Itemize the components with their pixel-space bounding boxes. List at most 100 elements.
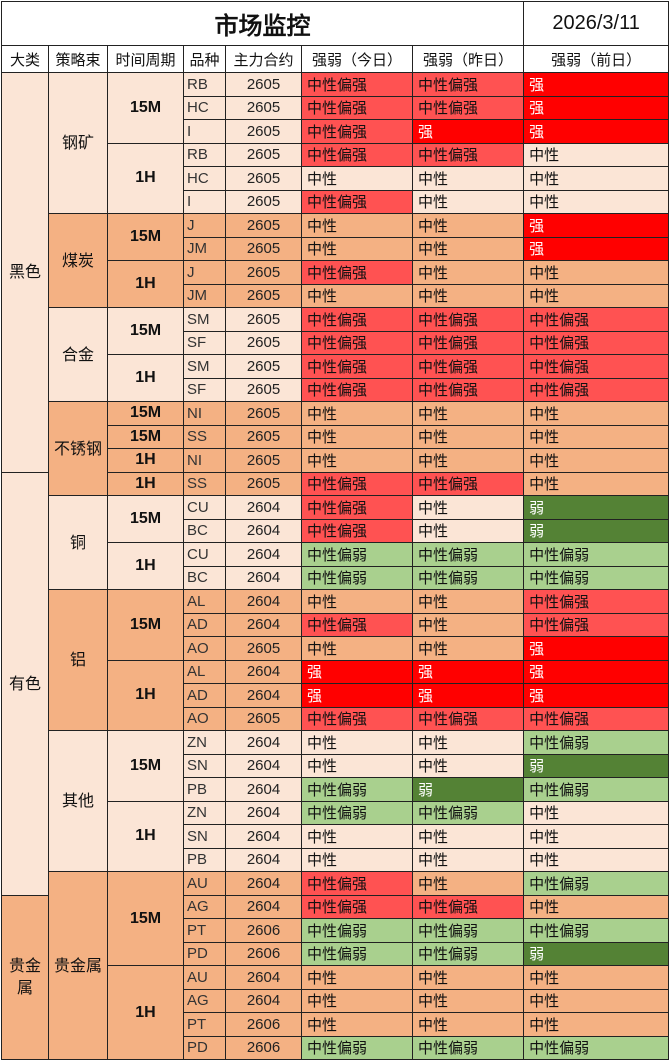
strength-today-cell: 中性偏强 (301, 142, 413, 167)
contract-cell: 2604 (225, 612, 302, 637)
category-cell: 贵金属 (1, 894, 49, 1060)
contract-cell: 2606 (225, 1012, 302, 1037)
strength-day-before-cell: 中性 (523, 1012, 669, 1037)
strength-yesterday-cell: 中性偏弱 (411, 941, 525, 966)
strength-yesterday-cell: 中性偏弱 (411, 918, 525, 943)
strength-day-before-cell: 中性 (523, 283, 669, 308)
strategy-cell: 煤炭 (48, 213, 108, 308)
strength-yesterday-cell: 强 (411, 683, 525, 708)
strength-day-before-cell: 中性偏强 (523, 377, 669, 402)
strength-today-cell: 中性偏弱 (301, 1035, 413, 1060)
variety-cell: AU (183, 965, 226, 990)
period-cell: 1H (107, 965, 184, 1060)
variety-cell: BC (183, 518, 226, 543)
strength-today-cell: 强 (301, 683, 413, 708)
strength-day-before-cell: 强 (523, 636, 669, 661)
variety-cell: PT (183, 918, 226, 943)
contract-cell: 2605 (225, 307, 302, 332)
strength-yesterday-cell: 中性偏弱 (411, 800, 525, 825)
contract-cell: 2604 (225, 495, 302, 520)
table-row: HC 2605 中性偏强 中性偏强强 (2, 95, 669, 120)
strength-day-before-cell: 中性 (523, 965, 669, 990)
strength-day-before-cell: 中性 (523, 166, 669, 191)
strength-yesterday-cell: 中性 (411, 988, 525, 1013)
contract-cell: 2604 (225, 824, 302, 849)
contract-cell: 2605 (225, 706, 302, 731)
strength-yesterday-cell: 中性 (411, 518, 525, 543)
strength-day-before-cell: 中性偏强 (523, 307, 669, 332)
strength-yesterday-cell: 中性 (411, 636, 525, 661)
strength-today-cell: 中性偏弱 (301, 777, 413, 802)
table-row: AD 2604 强强强 (2, 683, 669, 708)
variety-cell: CU (183, 495, 226, 520)
strength-yesterday-cell: 中性 (411, 847, 525, 872)
strength-day-before-cell: 中性 (523, 988, 669, 1013)
contract-cell: 2604 (225, 777, 302, 802)
header-day-before: 强弱（前日） (523, 45, 669, 73)
table-row: 1H AL 2604 强强强 (2, 659, 669, 731)
strength-day-before-cell: 强 (523, 683, 669, 708)
table-row: 1H NI 2605 中性 中性 中性 (2, 448, 669, 473)
variety-cell: AG (183, 894, 226, 919)
period-cell: 1H (107, 142, 184, 214)
strength-today-cell: 中性偏强 (301, 612, 413, 637)
contract-cell: 2605 (225, 471, 302, 496)
strength-today-cell: 中性偏强 (301, 330, 413, 355)
strength-today-cell: 中性 (301, 213, 413, 238)
contract-cell: 2605 (225, 424, 302, 449)
table-row: 1H ZN 2604 中性偏弱 中性偏弱 中性 (2, 800, 669, 872)
strength-day-before-cell: 弱 (523, 941, 669, 966)
strength-yesterday-cell: 中性偏强 (411, 706, 525, 731)
strength-day-before-cell: 中性 (523, 260, 669, 285)
variety-cell: JM (183, 283, 226, 308)
variety-cell: NI (183, 448, 226, 473)
table-row: HC 2605 中性 中性 中性 (2, 166, 669, 191)
table-row: SF 2605 中性偏强 中性偏强 中性偏强 (2, 330, 669, 355)
table-row: 贵金属 AG 2604 中性偏强 中性偏强 中性 (1, 894, 669, 1060)
table-row: PT 2606 中性 中性 中性 (2, 1012, 669, 1037)
contract-cell: 2604 (225, 542, 302, 567)
contract-cell: 2605 (225, 72, 302, 97)
strength-today-cell: 中性 (301, 283, 413, 308)
contract-cell: 2604 (225, 730, 302, 755)
variety-cell: CU (183, 542, 226, 567)
period-cell: 1H (107, 260, 184, 308)
strength-day-before-cell: 中性偏强 (523, 354, 669, 379)
variety-cell: HC (183, 95, 226, 120)
variety-cell: SF (183, 330, 226, 355)
table-row: 合金 15M SM 2605 中性偏强 中性偏强 中性偏强 (2, 307, 669, 402)
table-row: 其他 15M ZN 2604 中性 中性 中性偏弱 (2, 730, 669, 872)
strength-day-before-cell: 中性偏强 (523, 612, 669, 637)
contract-cell: 2604 (225, 871, 302, 896)
period-cell: 1H (107, 800, 184, 872)
strength-today-cell: 中性偏强 (301, 119, 413, 144)
strength-today-cell: 中性偏强 (301, 72, 413, 97)
variety-cell: I (183, 189, 226, 214)
strength-day-before-cell: 中性偏弱 (523, 730, 669, 755)
contract-cell: 2606 (225, 1035, 302, 1060)
variety-cell: AL (183, 659, 226, 684)
strength-yesterday-cell: 中性 (411, 965, 525, 990)
variety-cell: PD (183, 1035, 226, 1060)
header-category: 大类 (1, 45, 49, 73)
strength-yesterday-cell: 中性 (411, 753, 525, 778)
strength-day-before-cell: 中性偏弱 (523, 871, 669, 896)
contract-cell: 2604 (225, 894, 302, 919)
table-row: 1H RB 2605 中性偏强 中性偏强 中性 (2, 142, 669, 214)
strategy-cell: 贵金属 (48, 871, 108, 1060)
strategy-cell: 合金 (48, 307, 108, 402)
strength-yesterday-cell: 中性偏强 (411, 330, 525, 355)
strength-today-cell: 中性 (301, 824, 413, 849)
sheet-title: 市场监控 (0, 1, 525, 46)
sheet-date: 2026/3/11 (523, 1, 669, 46)
contract-cell: 2605 (225, 448, 302, 473)
variety-cell: BC (183, 565, 226, 590)
table-row: 黑色 钢矿 15M RB 2605 中性偏强 中性偏强强 (1, 72, 669, 473)
strength-day-before-cell: 强 (523, 213, 669, 238)
period-cell: 1H (107, 448, 184, 473)
strength-day-before-cell: 弱 (523, 518, 669, 543)
strength-yesterday-cell: 中性 (411, 448, 525, 473)
strength-today-cell: 强 (301, 659, 413, 684)
strength-today-cell: 中性偏强 (301, 706, 413, 731)
